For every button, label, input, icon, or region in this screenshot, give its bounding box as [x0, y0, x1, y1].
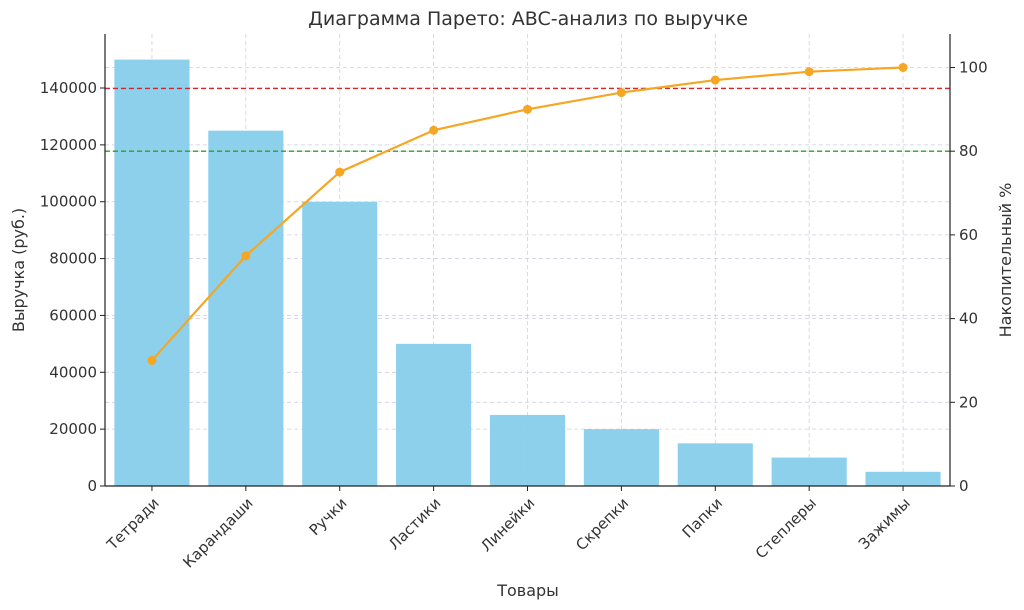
bar	[489, 414, 566, 486]
bar	[302, 201, 378, 486]
bar	[114, 59, 190, 487]
y2-tick-label: 20	[959, 393, 978, 411]
y2-tick-label: 100	[959, 58, 988, 76]
bar	[677, 443, 753, 486]
bar	[865, 471, 941, 486]
y2-tick-label: 0	[959, 477, 969, 495]
x-tick-label: Линейки	[477, 494, 538, 555]
x-tick-label: Скрепки	[572, 494, 632, 554]
bar	[208, 130, 284, 486]
y2-axis-label: Накопительный %	[996, 183, 1015, 338]
data-point	[523, 104, 532, 114]
x-tick-label: Папки	[679, 494, 726, 541]
y2-tick-label: 80	[959, 142, 978, 160]
y-tick-label: 140000	[40, 79, 97, 97]
y-tick-label: 0	[87, 477, 97, 495]
data-point	[147, 355, 157, 365]
data-point	[241, 251, 251, 261]
bar	[396, 343, 472, 486]
data-point	[429, 125, 439, 135]
bar	[583, 429, 659, 486]
y2-tick-label: 60	[959, 226, 978, 244]
y-tick-label: 120000	[40, 136, 97, 154]
y-axis-label: Выручка (руб.)	[9, 208, 28, 332]
bars	[114, 59, 941, 487]
data-point	[898, 62, 908, 72]
x-tick-label: Тетради	[103, 494, 163, 554]
x-tick-label: Ластики	[385, 494, 444, 553]
x-tick-label: Ручки	[306, 494, 351, 539]
y-tick-label: 40000	[49, 363, 97, 381]
y-tick-label: 60000	[49, 306, 97, 324]
data-point	[616, 88, 626, 98]
chart-title: Диаграмма Парето: ABC-анализ по выручке	[308, 8, 748, 30]
axes	[100, 34, 955, 491]
reference-lines	[105, 87, 950, 152]
y-tick-label: 80000	[49, 250, 97, 268]
x-tick-label: Зажимы	[855, 494, 914, 553]
y-tick-label: 20000	[49, 420, 97, 438]
data-point	[804, 67, 814, 77]
y2-tick-label: 40	[959, 310, 978, 328]
x-axis-label: Товары	[496, 581, 559, 600]
data-point	[710, 75, 720, 85]
y-tick-label: 100000	[40, 193, 97, 211]
data-point	[335, 167, 345, 177]
x-tick-label: Карандаши	[179, 494, 256, 571]
x-tick-label: Степлеры	[752, 494, 820, 562]
cumulative-line	[147, 62, 908, 365]
bar	[771, 457, 847, 486]
